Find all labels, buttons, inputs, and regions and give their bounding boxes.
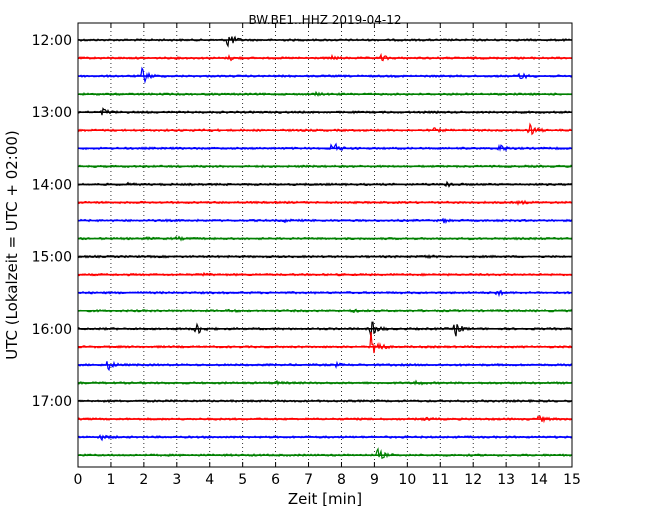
- trace-line: [77, 142, 572, 152]
- trace-1630: [77, 360, 573, 372]
- y-tick-label: 16:00: [32, 322, 72, 338]
- trace-1245: [77, 90, 573, 97]
- trace-1700: [77, 398, 573, 404]
- x-tick-label: 14: [530, 472, 548, 488]
- trace-1500: [77, 254, 573, 260]
- trace-1400: [77, 180, 573, 188]
- trace-1415: [77, 199, 572, 206]
- x-tick-label: 5: [238, 472, 247, 488]
- x-tick-label: 6: [271, 472, 280, 488]
- x-tick-label: 9: [370, 472, 379, 488]
- chart-title: BW.BE1..HHZ 2019-04-12: [248, 13, 401, 27]
- y-axis-ticks: 12:00 13:00 14:00 15:00 16:00 17:00: [32, 33, 572, 410]
- plot-frame: [77, 22, 573, 468]
- x-tick-label: 0: [74, 472, 83, 488]
- trace-1315: [77, 122, 573, 136]
- trace-1715: [77, 415, 573, 424]
- trace-line: [77, 66, 573, 84]
- y-tick-label: 15:00: [32, 250, 72, 266]
- x-tick-label: 8: [337, 472, 346, 488]
- x-tick-label: 1: [106, 472, 115, 488]
- x-axis-label: Zeit [min]: [288, 490, 362, 508]
- x-tick-label: 12: [464, 472, 482, 488]
- trace-1445: [77, 235, 573, 242]
- trace-line: [77, 122, 573, 136]
- trace-line: [77, 35, 573, 48]
- trace-1645: [77, 379, 573, 386]
- x-tick-label: 4: [205, 472, 214, 488]
- x-tick-label: 2: [139, 472, 148, 488]
- trace-1300: [78, 107, 573, 116]
- y-tick-label: 17:00: [32, 394, 72, 410]
- trace-1745: [77, 447, 573, 460]
- x-tick-label: 10: [398, 472, 416, 488]
- trace-1615: [77, 331, 573, 354]
- x-tick-label: 13: [497, 472, 515, 488]
- trace-1345: [77, 164, 573, 169]
- y-axis-label: UTC (Lokalzeit = UTC + 02:00): [3, 130, 21, 360]
- trace-line: [77, 331, 573, 354]
- trace-line: [77, 447, 573, 460]
- x-tick-label: 3: [172, 472, 181, 488]
- x-tick-label: 15: [563, 472, 581, 488]
- y-tick-label: 14:00: [32, 177, 72, 193]
- trace-1200: [77, 35, 573, 48]
- trace-line: [77, 321, 573, 338]
- trace-1215: [77, 52, 573, 62]
- y-tick-label: 13:00: [32, 105, 72, 121]
- x-tick-label: 11: [431, 472, 449, 488]
- trace-1430: [77, 217, 573, 225]
- trace-1600: [77, 321, 573, 338]
- trace-group: [77, 35, 573, 460]
- trace-1330: [77, 142, 572, 152]
- x-axis-ticks: 0 1 2 3 4 5 6 7 8 9 10 11 12 13 14 15: [74, 23, 581, 488]
- trace-1530: [77, 289, 573, 298]
- y-tick-label: 12:00: [32, 33, 72, 49]
- trace-1230: [77, 66, 573, 84]
- trace-1730: [77, 434, 573, 442]
- trace-1545: [77, 308, 573, 314]
- x-tick-label: 7: [304, 472, 313, 488]
- trace-1515: [77, 271, 573, 277]
